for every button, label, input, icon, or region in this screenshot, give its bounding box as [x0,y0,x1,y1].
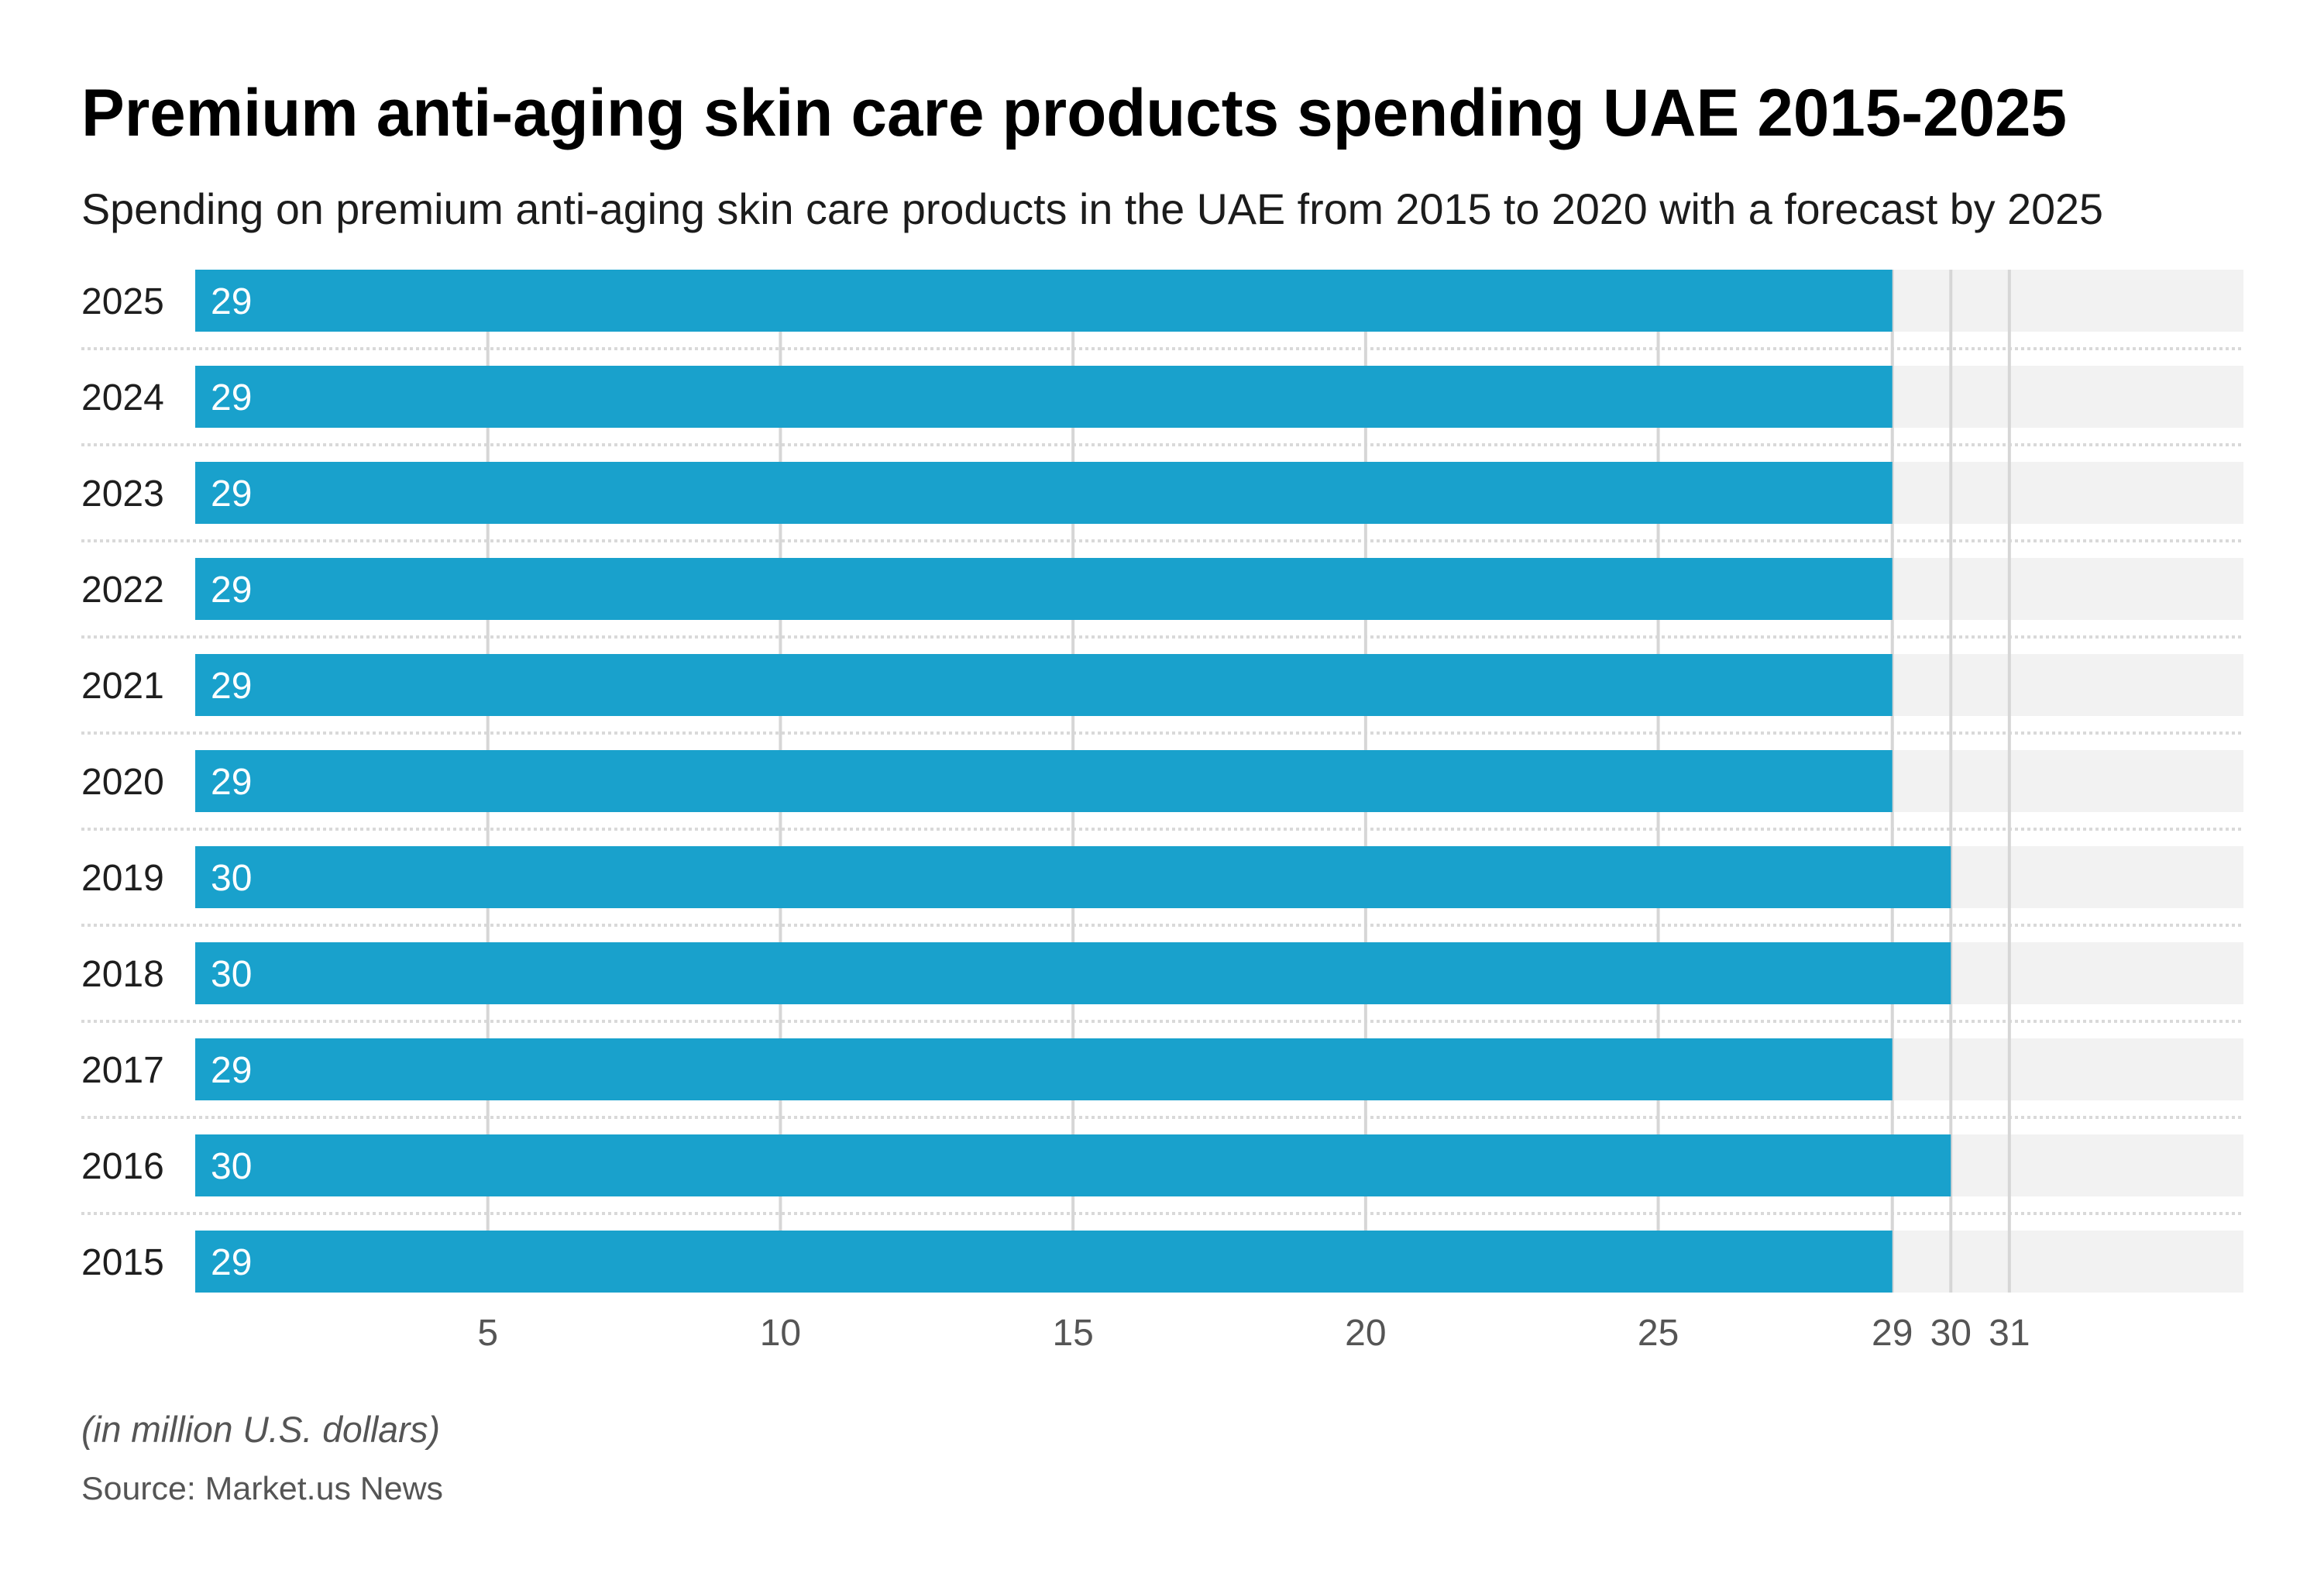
category-label: 2015 [81,1242,164,1283]
value-label: 30 [211,1146,252,1187]
value-labels: 29 29 29 29 29 29 30 30 29 30 29 [211,281,252,1283]
value-label: 29 [211,281,252,322]
category-label: 2024 [81,377,164,418]
x-tick-label: 31 [1989,1313,2030,1354]
value-label: 30 [211,858,252,899]
value-label: 30 [211,954,252,995]
bar-2020 [195,750,1893,812]
x-tick-label: 29 [1872,1313,1913,1354]
value-label: 29 [211,762,252,803]
category-label: 2019 [81,858,164,899]
value-label: 29 [211,570,252,611]
x-axis-tick-labels: 5 10 15 20 25 29 30 31 [477,1313,2030,1354]
bar-2017 [195,1038,1893,1100]
category-label: 2018 [81,954,164,995]
bar-2022 [195,558,1893,620]
bar-2015 [195,1231,1893,1293]
value-label: 29 [211,473,252,515]
category-label: 2021 [81,666,164,707]
x-tick-label: 10 [760,1313,801,1354]
bar-2024 [195,366,1893,428]
category-label: 2025 [81,281,164,322]
x-tick-label: 5 [477,1313,498,1354]
source-note: Source: Market.us News [81,1470,443,1506]
value-label: 29 [211,1050,252,1091]
category-label: 2017 [81,1050,164,1091]
value-label: 29 [211,1242,252,1283]
x-tick-label: 20 [1345,1313,1386,1354]
category-label: 2022 [81,570,164,611]
row-separators [81,347,2243,1215]
x-tick-label: 25 [1638,1313,1679,1354]
value-label: 29 [211,377,252,418]
bar-2016 [195,1134,1951,1196]
bar-2025 [195,270,1893,332]
x-tick-label: 30 [1930,1313,1972,1354]
category-labels: 2025 2024 2023 2022 2021 2020 2019 2018 2017 2016… [81,281,164,1283]
chart-subtitle: Spending on premium anti-aging skin care… [81,184,2103,233]
bars [195,270,1951,1293]
category-label: 2023 [81,473,164,515]
bar-2018 [195,942,1951,1004]
value-label: 29 [211,666,252,707]
bar-2019 [195,846,1951,908]
bar-2023 [195,462,1893,524]
gridlines [486,270,2011,1293]
chart-title: Premium anti-aging skin care products sp… [81,76,2067,150]
category-label: 2016 [81,1146,164,1187]
units-note: (in million U.S. dollars) [81,1409,440,1450]
bar-2021 [195,654,1893,716]
x-tick-label: 15 [1052,1313,1093,1354]
category-label: 2020 [81,762,164,803]
